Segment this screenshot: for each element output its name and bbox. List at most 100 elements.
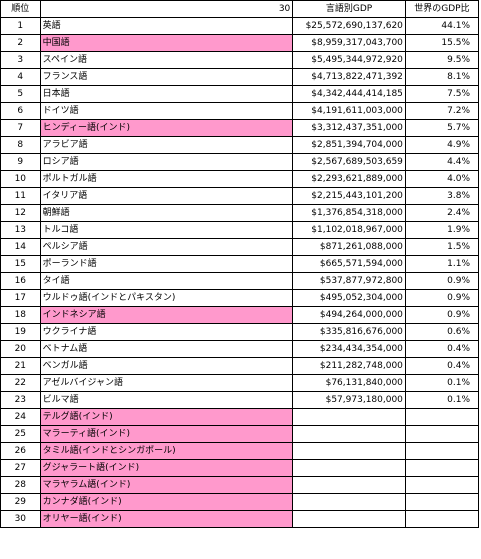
header-gdp: 言語別GDP [292, 0, 406, 18]
share-cell: 1.1% [404, 255, 480, 273]
table-row: 11 イタリア語 $2,215,443,101,200 3.8% [0, 187, 480, 205]
rank-cell: 28 [0, 476, 41, 494]
share-cell [404, 442, 480, 460]
gdp-cell [292, 442, 406, 460]
gdp-cell [292, 476, 406, 494]
gdp-cell: $2,215,443,101,200 [292, 187, 406, 205]
rank-cell: 8 [0, 136, 41, 154]
gdp-cell: $8,959,317,043,700 [292, 34, 406, 52]
table-row: 12 朝鮮語 $1,376,854,318,000 2.4% [0, 204, 480, 222]
share-cell: 4.9% [404, 136, 480, 154]
rank-cell: 3 [0, 51, 41, 69]
share-cell: 9.5% [404, 51, 480, 69]
table-row: 16 タイ語 $537,877,972,800 0.9% [0, 272, 480, 290]
language-cell: タミル語(インドとシンガポール) [39, 442, 294, 460]
share-cell: 0.9% [404, 272, 480, 290]
table-row: 27 グジャラート語(インド) [0, 459, 480, 477]
gdp-cell [292, 459, 406, 477]
share-cell: 0.9% [404, 289, 480, 307]
share-cell: 7.5% [404, 85, 480, 103]
table-row: 6 ドイツ語 $4,191,611,003,000 7.2% [0, 102, 480, 120]
language-cell: ベンガル語 [39, 357, 294, 375]
table-row: 26 タミル語(インドとシンガポール) [0, 442, 480, 460]
table-row: 25 マラーティ語(インド) [0, 425, 480, 443]
rank-cell: 2 [0, 34, 41, 52]
rank-cell: 18 [0, 306, 41, 324]
gdp-cell: $211,282,748,000 [292, 357, 406, 375]
share-cell: 3.8% [404, 187, 480, 205]
table-row: 10 ポルトガル語 $2,293,621,889,000 4.0% [0, 170, 480, 188]
language-cell: ポーランド語 [39, 255, 294, 273]
language-cell: ポルトガル語 [39, 170, 294, 188]
gdp-cell: $234,434,354,000 [292, 340, 406, 358]
gdp-cell: $4,713,822,471,392 [292, 68, 406, 86]
table-row: 5 日本語 $4,342,444,414,185 7.5% [0, 85, 480, 103]
rank-cell: 4 [0, 68, 41, 86]
gdp-cell [292, 408, 406, 426]
language-cell: マラーティ語(インド) [39, 425, 294, 443]
language-cell: ウルドゥ語(インドとパキスタン) [39, 289, 294, 307]
language-cell: テルグ語(インド) [39, 408, 294, 426]
table-row: 28 マラヤラム語(インド) [0, 476, 480, 494]
language-cell: ベトナム語 [39, 340, 294, 358]
gdp-cell: $4,342,444,414,185 [292, 85, 406, 103]
rank-cell: 26 [0, 442, 41, 460]
table-row: 24 テルグ語(インド) [0, 408, 480, 426]
gdp-cell: $76,131,840,000 [292, 374, 406, 392]
share-cell: 7.2% [404, 102, 480, 120]
language-cell: 中国語 [39, 34, 294, 52]
table-row: 8 アラビア語 $2,851,394,704,000 4.9% [0, 136, 480, 154]
rank-cell: 9 [0, 153, 41, 171]
share-cell: 1.5% [404, 238, 480, 256]
language-cell: インドネシア語 [39, 306, 294, 324]
share-cell [404, 425, 480, 443]
rank-cell: 24 [0, 408, 41, 426]
rank-cell: 23 [0, 391, 41, 409]
gdp-cell: $5,495,344,972,920 [292, 51, 406, 69]
gdp-cell: $2,567,689,503,659 [292, 153, 406, 171]
gdp-cell: $4,191,611,003,000 [292, 102, 406, 120]
gdp-cell [292, 425, 406, 443]
share-cell: 0.9% [404, 306, 480, 324]
rank-cell: 21 [0, 357, 41, 375]
share-cell: 4.0% [404, 170, 480, 188]
share-cell [404, 476, 480, 494]
gdp-cell: $3,312,437,351,000 [292, 119, 406, 137]
table-row: 18 インドネシア語 $494,264,000,000 0.9% [0, 306, 480, 324]
language-cell: ヒンディー語(インド) [39, 119, 294, 137]
language-cell: 日本語 [39, 85, 294, 103]
share-cell: 5.7% [404, 119, 480, 137]
gdp-cell: $2,851,394,704,000 [292, 136, 406, 154]
share-cell [404, 408, 480, 426]
rank-cell: 1 [0, 17, 41, 35]
gdp-by-language-table: 順位 30 言語別GDP 世界のGDP比 1 英語 $25,572,690,137,… [0, 0, 480, 528]
table-row: 21 ベンガル語 $211,282,748,000 0.4% [0, 357, 480, 375]
table-row: 15 ポーランド語 $665,571,594,000 1.1% [0, 255, 480, 273]
rank-cell: 20 [0, 340, 41, 358]
language-cell: トルコ語 [39, 221, 294, 239]
rank-cell: 29 [0, 493, 41, 511]
table-row: 30 オリヤー語(インド) [0, 510, 480, 528]
gdp-cell: $495,052,304,000 [292, 289, 406, 307]
language-cell: スペイン語 [39, 51, 294, 69]
rank-cell: 13 [0, 221, 41, 239]
rank-cell: 7 [0, 119, 41, 137]
language-cell: ロシア語 [39, 153, 294, 171]
table-row: 4 フランス語 $4,713,822,471,392 8.1% [0, 68, 480, 86]
rank-cell: 27 [0, 459, 41, 477]
language-cell: ドイツ語 [39, 102, 294, 120]
gdp-cell: $494,264,000,000 [292, 306, 406, 324]
rank-cell: 17 [0, 289, 41, 307]
share-cell: 15.5% [404, 34, 480, 52]
table-row: 19 ウクライナ語 $335,816,676,000 0.6% [0, 323, 480, 341]
rank-cell: 16 [0, 272, 41, 290]
share-cell [404, 493, 480, 511]
language-cell: ウクライナ語 [39, 323, 294, 341]
table-row: 20 ベトナム語 $234,434,354,000 0.4% [0, 340, 480, 358]
language-cell: ビルマ語 [39, 391, 294, 409]
share-cell: 0.6% [404, 323, 480, 341]
language-cell: 朝鮮語 [39, 204, 294, 222]
rank-cell: 6 [0, 102, 41, 120]
language-cell: ペルシア語 [39, 238, 294, 256]
gdp-cell: $537,877,972,800 [292, 272, 406, 290]
